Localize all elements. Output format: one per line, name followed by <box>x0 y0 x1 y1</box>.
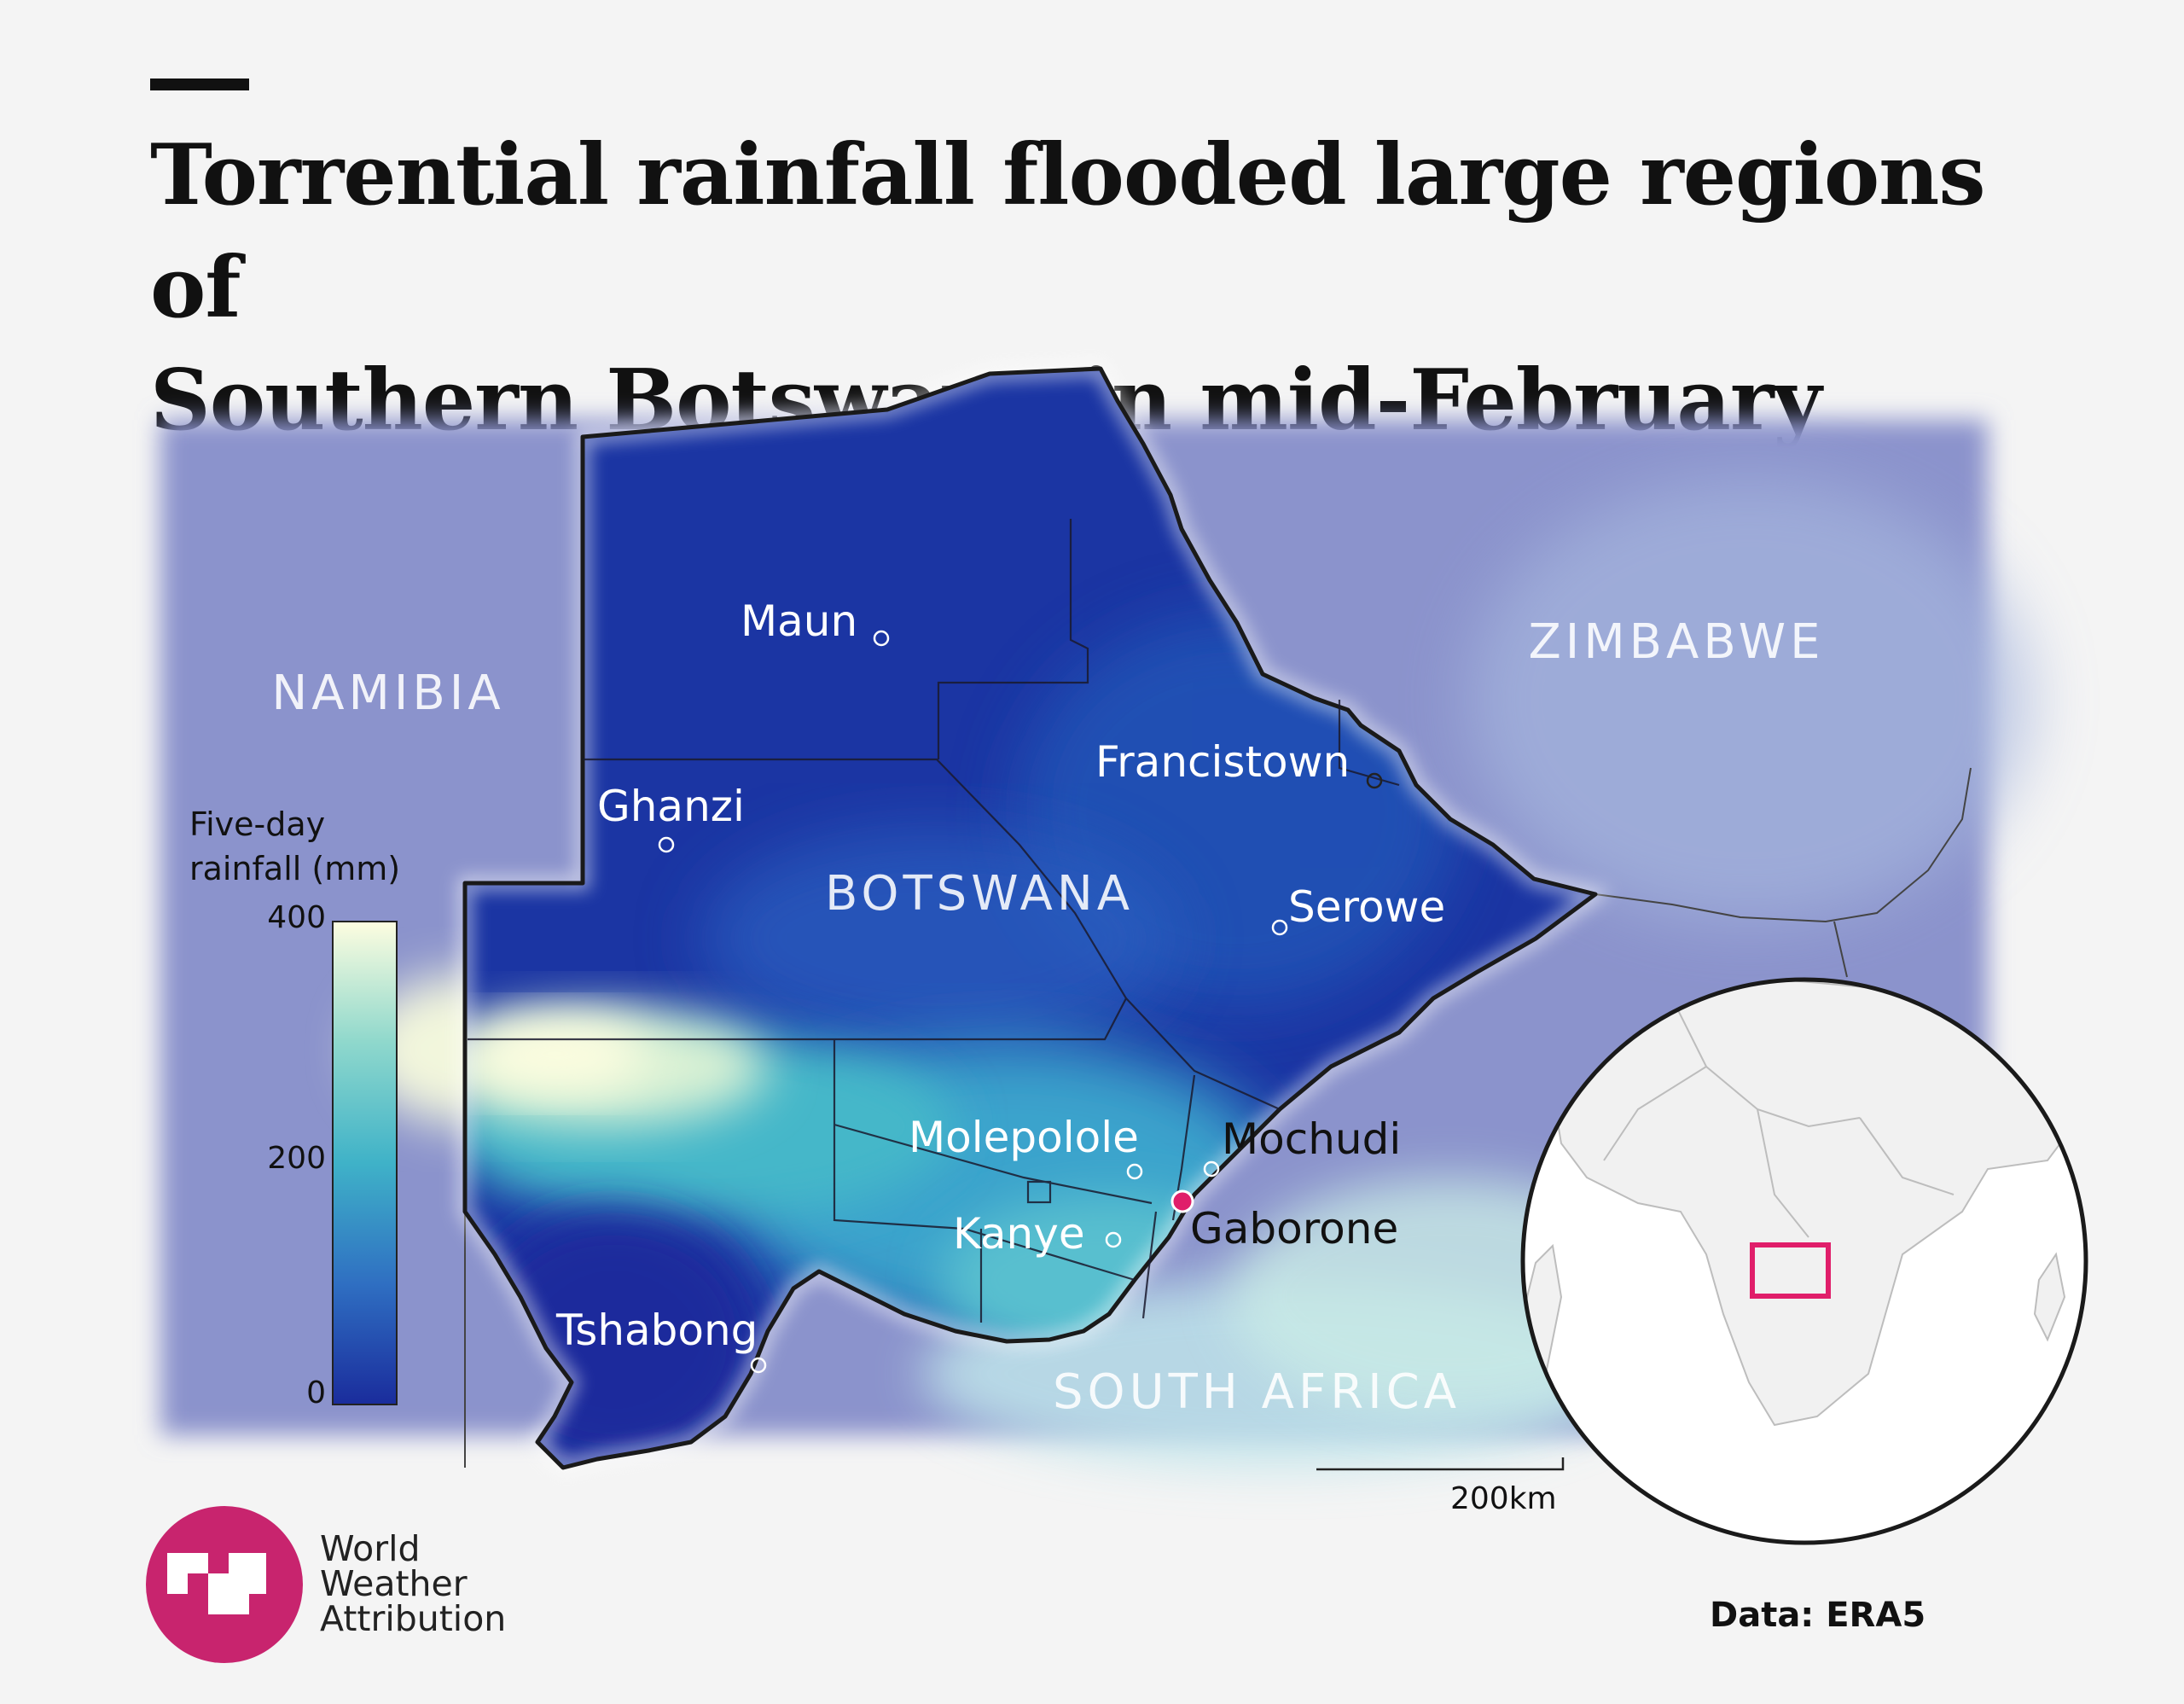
city-gaborone: Gaborone <box>1170 1189 1398 1253</box>
city-mochudi: Mochudi <box>1203 1114 1401 1178</box>
legend-tick-400: 400 <box>267 900 326 935</box>
legend-title-line-2: rainfall (mm) <box>189 850 401 887</box>
scale-bar <box>1316 1457 1565 1471</box>
logo-line-2: Weather <box>320 1563 468 1604</box>
country-label-botswana: BOTSWANA <box>825 866 1134 922</box>
scale-bar-label: 200km <box>1450 1481 1557 1516</box>
city-marker <box>1271 919 1288 936</box>
city-label: Francistown <box>1095 737 1350 787</box>
logo-line-1: World <box>320 1528 421 1569</box>
district-boundaries <box>468 519 1400 1323</box>
city-kanye: Kanye <box>953 1209 1122 1259</box>
data-source: Data: ERA5 <box>1710 1596 1926 1635</box>
city-marker <box>1126 1163 1143 1180</box>
city-marker <box>1203 1160 1220 1178</box>
locator-highlight-box <box>1750 1242 1831 1299</box>
logo-line-3: Attribution <box>320 1598 507 1639</box>
city-label: Gaborone <box>1190 1204 1398 1253</box>
city-label: Tshabong <box>555 1306 758 1355</box>
city-marker <box>1366 772 1383 789</box>
legend-tick-0: 0 <box>306 1375 326 1410</box>
country-label-namibia: NAMIBIA <box>271 666 504 721</box>
city-label: Ghanzi <box>597 782 745 831</box>
legend-tick-200: 200 <box>267 1141 326 1176</box>
city-label: Maun <box>741 596 857 646</box>
legend-title: Five-day rainfall (mm) <box>189 802 400 891</box>
globe-outline <box>1520 977 2088 1545</box>
legend-color-bar <box>332 921 398 1405</box>
country-label-south-africa: SOUTH AFRICA <box>1053 1364 1461 1420</box>
city-label: Molepolole <box>909 1113 1139 1162</box>
city-maun: Maun <box>741 596 890 647</box>
title-accent-bar <box>150 79 249 90</box>
legend-title-line-1: Five-day <box>189 805 326 843</box>
city-serowe: Serowe <box>1271 882 1445 936</box>
city-marker <box>873 630 890 647</box>
city-francistown: Francistown <box>1095 737 1383 789</box>
city-label: Serowe <box>1288 882 1445 932</box>
capital-marker <box>1170 1189 1194 1213</box>
wwa-logo-text: World Weather Attribution <box>320 1532 506 1637</box>
city-marker <box>750 1357 767 1374</box>
city-label: Mochudi <box>1222 1114 1401 1164</box>
botswana-border <box>462 366 1598 1470</box>
title-line-1: Torrential rainfall flooded large region… <box>150 126 1986 337</box>
locator-globe <box>1520 977 2088 1545</box>
city-marker <box>658 836 675 853</box>
wwa-logo-icon <box>146 1506 303 1663</box>
city-marker <box>1105 1231 1122 1248</box>
city-molepolole: Molepolole <box>909 1113 1143 1180</box>
city-ghanzi: Ghanzi <box>597 782 745 853</box>
country-label-zimbabwe: ZIMBABWE <box>1528 614 1824 670</box>
city-label: Kanye <box>953 1209 1085 1259</box>
city-tshabong: Tshabong <box>555 1306 767 1374</box>
